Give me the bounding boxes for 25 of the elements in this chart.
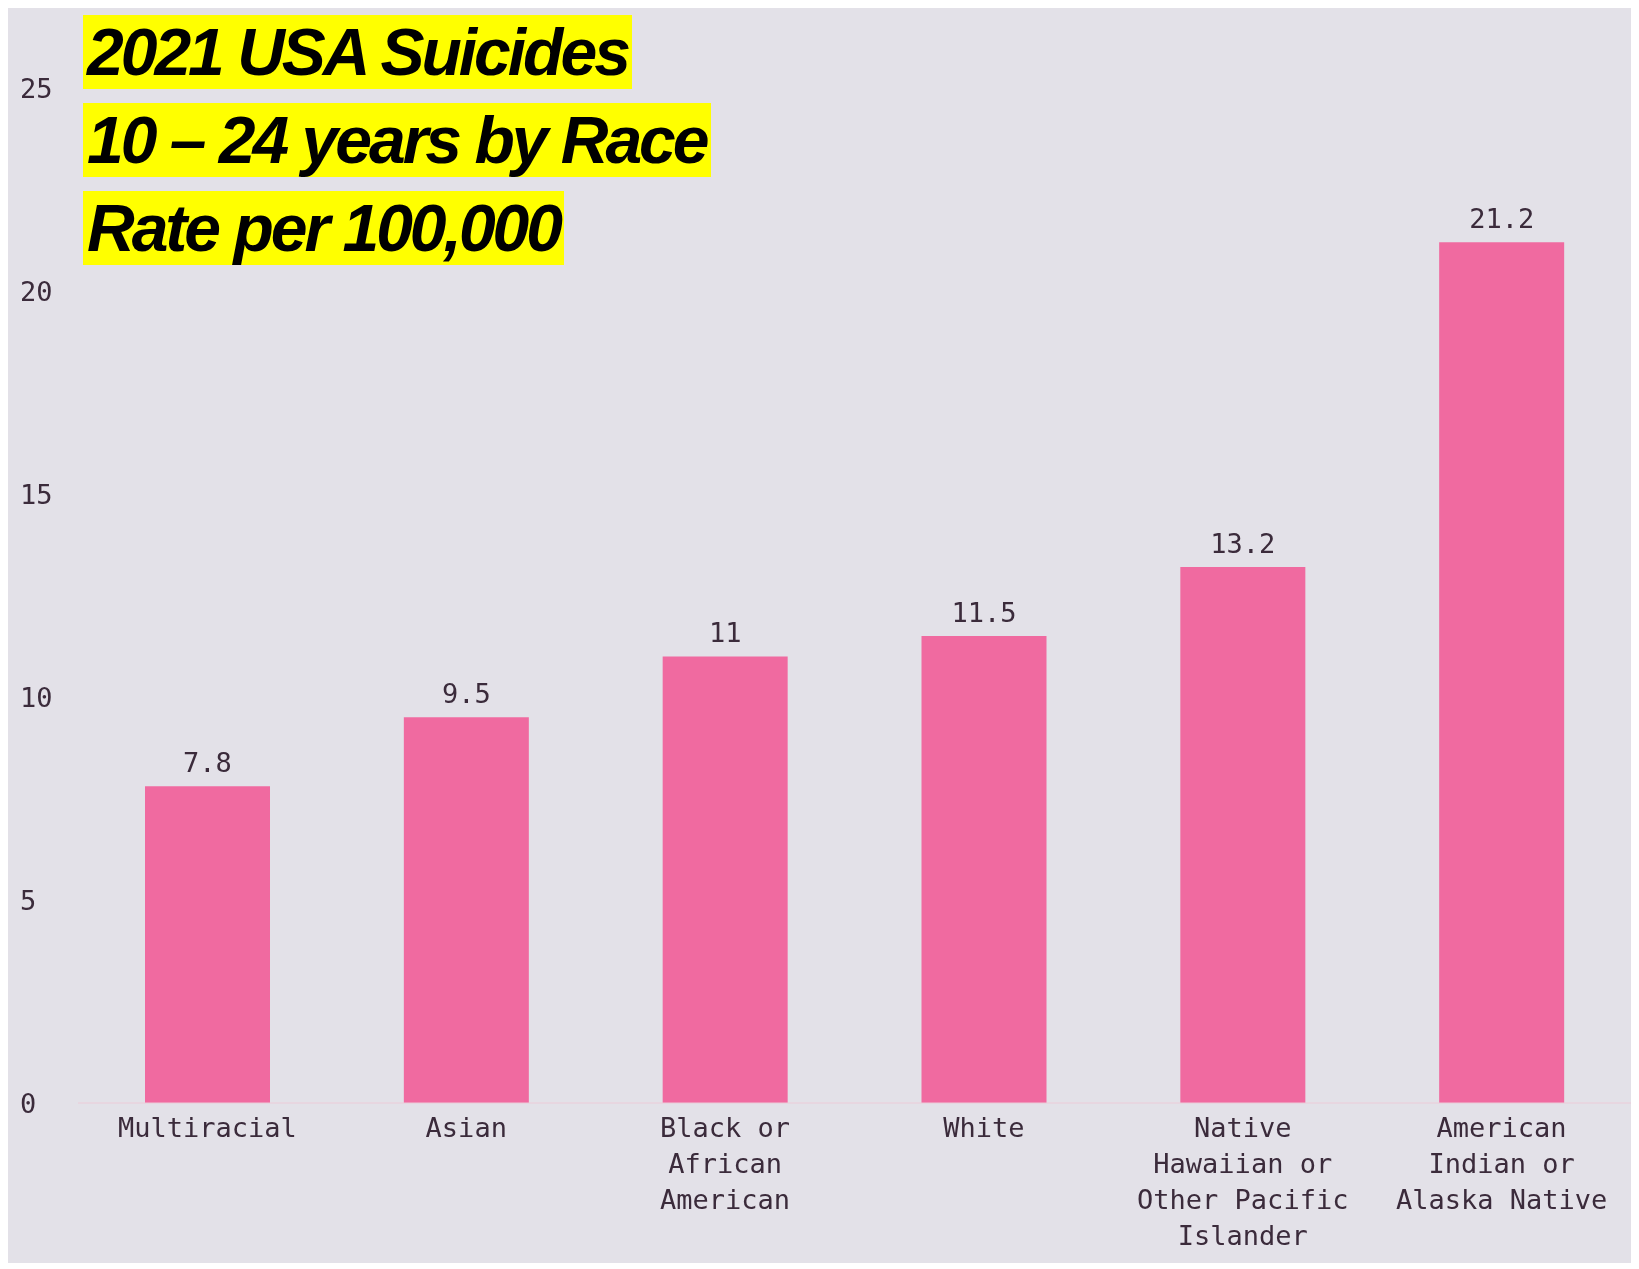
y-tick-label: 0 [20, 1087, 37, 1119]
data-label: 21.2 [1469, 203, 1535, 235]
x-tick-label: Native Hawaiian or Other Pacific Islander [1137, 1112, 1349, 1251]
bar [1439, 242, 1565, 1103]
y-tick-label: 5 [20, 884, 37, 916]
x-tick-label: American Indian or Alaska Native [1395, 1112, 1608, 1215]
bar [403, 717, 529, 1103]
bar [662, 656, 788, 1103]
y-tick-label: 15 [20, 478, 53, 510]
data-label: 9.5 [441, 678, 491, 710]
x-tick-label: White [943, 1112, 1025, 1143]
x-tick-label: Multiracial [118, 1112, 297, 1143]
data-label: 13.2 [1210, 528, 1276, 560]
chart-title: 2021 USA Suicides 10 – 24 years by Race Rate per 100,000 [85, 15, 709, 265]
bar [921, 636, 1047, 1103]
y-tick-label: 20 [20, 275, 53, 307]
data-label: 11.5 [951, 597, 1017, 629]
y-tick-label: 25 [20, 72, 53, 104]
x-tick-label: Black or African American [660, 1112, 791, 1215]
y-tick-label: 10 [20, 681, 53, 713]
bar [1180, 567, 1306, 1103]
bar [145, 786, 270, 1103]
data-label: 7.8 [183, 747, 232, 779]
x-tick-label: Asian [425, 1112, 507, 1143]
data-label: 11 [708, 617, 742, 649]
